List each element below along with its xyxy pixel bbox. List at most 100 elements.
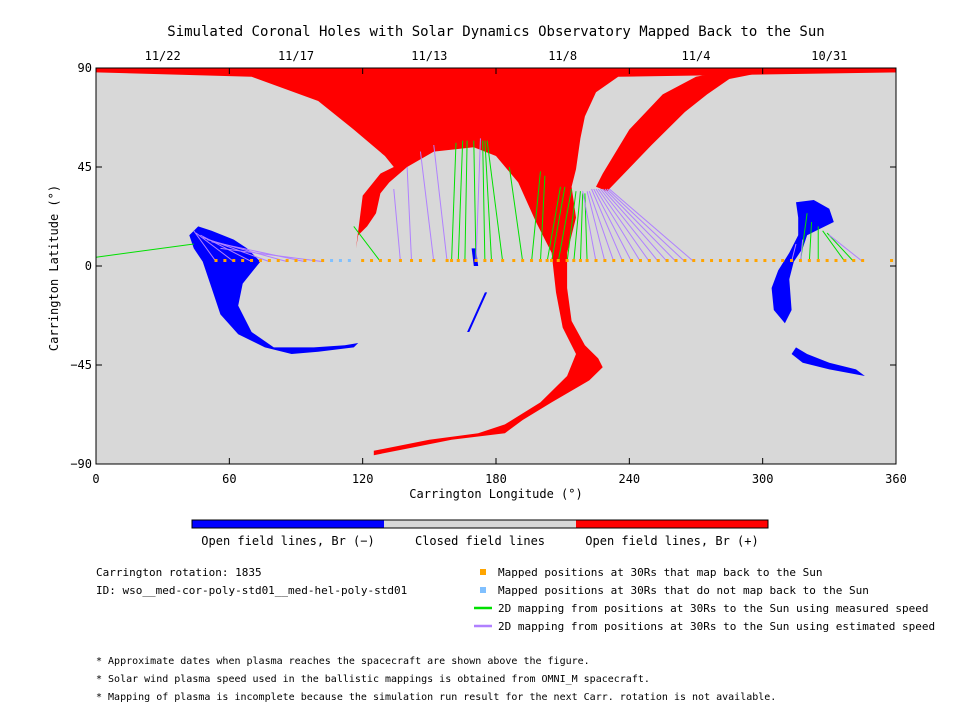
- y-tick-label-3: −45: [70, 358, 92, 372]
- mapped-point-36: [565, 259, 569, 262]
- measured-mapping-line-16: [573, 191, 581, 262]
- run-id: ID: wso__med-cor-poly-std01__med-hel-pol…: [96, 584, 408, 597]
- mapped-point-47: [656, 259, 660, 262]
- x-tick-label-5: 300: [752, 472, 774, 486]
- mapped-point-69: [852, 259, 856, 262]
- mapped-point-64: [807, 259, 811, 262]
- mapped-point-68: [843, 259, 847, 262]
- estimated-mapping-line-11: [475, 138, 481, 262]
- mapped-point-14: [370, 259, 374, 262]
- estimated-mapping-line-17: [595, 188, 641, 262]
- mapped-point-32: [538, 259, 542, 262]
- y-tick-label-0: 90: [78, 61, 92, 75]
- coronal-hole-positive-0: [96, 68, 896, 456]
- y-tick-label-4: −90: [70, 457, 92, 471]
- measured-mapping-line-3: [457, 140, 464, 262]
- estimated-mapping-line-13: [586, 191, 606, 262]
- x-tick-label-2: 120: [352, 472, 374, 486]
- estimated-mapping-line-22: [606, 188, 686, 262]
- legend-measured: 2D mapping from positions at 30Rs to the…: [498, 602, 929, 615]
- mapped-point-17: [398, 259, 402, 262]
- colorbar-segment-0: [192, 520, 384, 528]
- legend-swatch-mapped: [480, 569, 486, 575]
- colorbar-segment-2: [576, 520, 768, 528]
- estimated-mapping-line-10: [433, 144, 448, 262]
- x-tick-label-3: 180: [485, 472, 507, 486]
- mapped-point-34: [550, 259, 554, 262]
- mapped-point-2: [232, 259, 236, 262]
- mapped-point-31: [530, 259, 534, 262]
- measured-mapping-line-22: [822, 230, 846, 262]
- unmapped-point-1: [338, 259, 342, 262]
- mapped-point-59: [763, 259, 767, 262]
- estimated-mapping-line-18: [597, 188, 650, 262]
- mapped-point-62: [790, 259, 794, 262]
- estimated-mapping-line-15: [591, 188, 624, 262]
- estimated-mapping-line-16: [593, 188, 632, 262]
- mapped-point-4: [250, 259, 254, 262]
- mapped-point-53: [710, 259, 714, 262]
- colorbar-segment-1: [384, 520, 576, 528]
- x-tick-label-1: 60: [222, 472, 236, 486]
- x-tick-label-4: 240: [618, 472, 640, 486]
- top-date-label-0: 11/22: [145, 49, 181, 63]
- x-tick-label-6: 360: [885, 472, 907, 486]
- mapped-point-18: [410, 259, 414, 262]
- mapped-point-60: [772, 259, 776, 262]
- mapped-point-29: [512, 259, 516, 262]
- mapped-point-12: [321, 259, 325, 262]
- mapped-point-41: [603, 259, 607, 262]
- legend-estimated: 2D mapping from positions at 30Rs to the…: [498, 620, 936, 633]
- measured-mapping-line-0: [95, 243, 194, 258]
- coronal-hole-negative-3: [771, 200, 834, 324]
- note-speed: * Solar wind plasma speed used in the ba…: [96, 674, 650, 685]
- colorbar-label-2: Open field lines, Br (+): [585, 534, 758, 548]
- colorbar-label-1: Closed field lines: [415, 534, 545, 548]
- note-incomplete: * Mapping of plasma is incomplete becaus…: [96, 692, 777, 703]
- measured-mapping-line-5: [473, 140, 477, 262]
- y-axis-label: Carrington Latitude (°): [47, 185, 61, 351]
- top-date-label-3: 11/8: [548, 49, 577, 63]
- mapped-point-1: [223, 259, 227, 262]
- mapped-point-67: [834, 259, 838, 262]
- mapped-point-7: [276, 259, 280, 262]
- mapped-point-0: [214, 259, 218, 262]
- colorbar-frame: [191, 519, 769, 529]
- x-tick-label-0: 0: [92, 472, 99, 486]
- mapped-point-19: [418, 259, 422, 262]
- estimated-mapping-line-9: [419, 151, 435, 262]
- coronal-hole-negative-6: [467, 292, 488, 332]
- mapped-point-66: [825, 259, 829, 262]
- mapped-point-26: [483, 259, 487, 262]
- y-tick-label-1: 45: [78, 160, 92, 174]
- mapped-point-38: [578, 259, 582, 262]
- estimated-mapping-line-8: [406, 166, 413, 262]
- measured-mapping-line-9: [508, 166, 524, 262]
- measured-mapping-line-4: [464, 140, 468, 262]
- mapped-point-24: [463, 259, 467, 262]
- mapped-point-63: [798, 259, 802, 262]
- mapped-point-43: [621, 259, 625, 262]
- mapped-point-46: [647, 259, 651, 262]
- mapped-point-6: [267, 259, 271, 262]
- mapped-point-9: [294, 259, 298, 262]
- measured-mapping-line-12: [546, 186, 561, 262]
- measured-mapping-line-7: [484, 140, 493, 262]
- mapped-point-44: [630, 259, 634, 262]
- mapped-point-61: [781, 259, 785, 262]
- top-date-label-5: 10/31: [811, 49, 847, 63]
- mapped-point-40: [594, 259, 598, 262]
- mapped-point-21: [445, 259, 449, 262]
- measured-mapping-line-8: [486, 140, 504, 262]
- mapped-point-11: [312, 259, 316, 262]
- measured-mapping-line-23: [826, 232, 855, 262]
- legend-not-mapped: Mapped positions at 30Rs that do not map…: [498, 584, 869, 597]
- mapped-point-58: [754, 259, 758, 262]
- mapped-point-10: [303, 259, 307, 262]
- top-date-label-4: 11/4: [682, 49, 711, 63]
- measured-mapping-line-2: [451, 142, 457, 262]
- coronal-hole-negative-2: [189, 226, 359, 354]
- measured-mapping-line-11: [539, 175, 546, 262]
- legend-mapped: Mapped positions at 30Rs that map back t…: [498, 566, 823, 579]
